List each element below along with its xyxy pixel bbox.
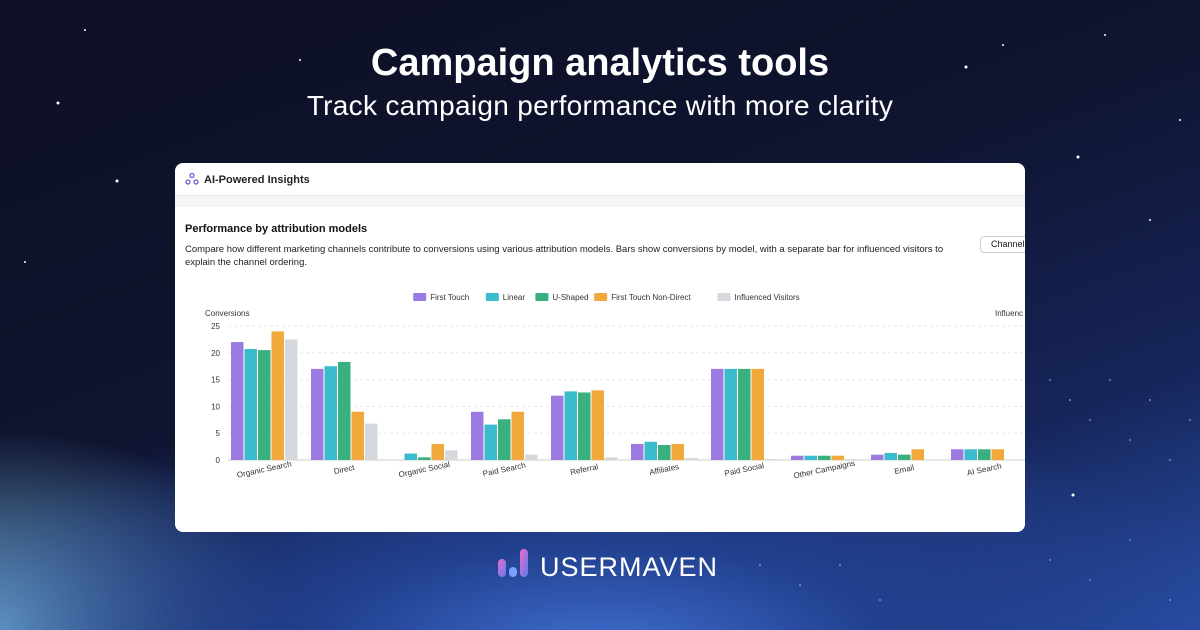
- x-tick-label: Email: [894, 463, 916, 476]
- bar: [765, 458, 778, 460]
- bar: [964, 449, 977, 460]
- y2-axis-label: Influenc: [995, 309, 1023, 318]
- bar: [244, 349, 257, 460]
- bar: [511, 411, 524, 460]
- bar: [605, 457, 618, 460]
- bar: [644, 441, 657, 460]
- y-axis-label: Conversions: [205, 309, 249, 318]
- logo-icon: [498, 549, 528, 577]
- bar: [791, 455, 804, 460]
- bar: [471, 411, 484, 460]
- bar: [431, 443, 444, 460]
- bar: [631, 443, 644, 460]
- bar: [551, 395, 564, 460]
- y-tick-label: 10: [211, 402, 220, 411]
- legend-swatch: [485, 293, 499, 301]
- bar: [671, 443, 684, 460]
- bar: [591, 390, 604, 460]
- legend-label: First Touch: [430, 293, 469, 302]
- bar: [845, 458, 858, 460]
- bar: [991, 449, 1004, 460]
- bar: [898, 454, 911, 460]
- bar: [404, 453, 417, 460]
- bar: [911, 449, 924, 460]
- bar: [324, 366, 337, 460]
- title: Campaign analytics tools: [370, 42, 830, 84]
- legend-swatch: [594, 293, 608, 301]
- divider: [175, 195, 1025, 207]
- bar: [711, 368, 724, 460]
- chart: Conversions Influenc 0 5 10 15 20 25 First Touch…: [205, 293, 1025, 481]
- y-tick-label: 20: [211, 349, 220, 358]
- bar: [311, 368, 324, 460]
- insights-card: AI-Powered Insights Performance by attri…: [175, 163, 1025, 532]
- bar: [258, 350, 271, 460]
- bar: [484, 424, 497, 460]
- legend-swatch: [717, 293, 731, 301]
- insights-icon: [185, 172, 199, 185]
- x-tick-label: Organic Social: [398, 460, 451, 480]
- x-tick-label: Paid Search: [482, 461, 527, 479]
- x-tick-label: AI Search: [966, 461, 1002, 477]
- bar: [418, 457, 431, 460]
- bar: [871, 454, 884, 460]
- bar: [951, 449, 964, 460]
- channel-button[interactable]: Channel: [980, 236, 1025, 253]
- description: Compare how different marketing channels…: [185, 244, 944, 268]
- section-title: Performance by attribution models: [185, 223, 368, 235]
- bar: [338, 361, 351, 460]
- bar: [525, 454, 538, 460]
- x-tick-label: Organic Search: [236, 459, 292, 479]
- bar: [724, 368, 737, 460]
- y-tick-label: 5: [216, 429, 221, 438]
- bar: [685, 457, 698, 460]
- bar: [658, 444, 671, 460]
- bar: [578, 392, 591, 460]
- legend-label: Influenced Visitors: [734, 293, 799, 302]
- x-tick-label: Other Campaigns: [793, 459, 856, 481]
- bar: [445, 450, 458, 460]
- bar: [751, 368, 764, 460]
- x-tick-label: Paid Social: [724, 461, 765, 478]
- bar: [285, 339, 298, 460]
- legend-label: First Touch Non-Direct: [611, 293, 691, 302]
- x-tick-label: Referral: [569, 462, 599, 477]
- legend-label: U-Shaped: [552, 293, 588, 302]
- legend-swatch: [535, 293, 549, 301]
- legend-label: Linear: [503, 293, 526, 302]
- bar: [498, 419, 511, 460]
- bar: [351, 411, 364, 460]
- logo: USERMAVEN: [540, 552, 719, 582]
- y-tick-label: 25: [211, 322, 220, 331]
- x-tick-label: Affiliates: [649, 462, 680, 477]
- y-tick-label: 0: [216, 456, 221, 465]
- bar: [271, 331, 284, 460]
- bar: [804, 455, 817, 460]
- bar: [738, 368, 751, 460]
- bar: [818, 455, 831, 460]
- subtitle: Track campaign performance with more cla…: [306, 90, 894, 121]
- legend-swatch: [413, 293, 427, 301]
- bar: [231, 342, 244, 460]
- bar: [831, 455, 844, 460]
- y-tick-label: 15: [211, 376, 220, 385]
- bar: [978, 449, 991, 460]
- x-tick-label: Direct: [333, 463, 356, 476]
- bar: [365, 423, 378, 460]
- card-title: AI-Powered Insights: [204, 174, 310, 186]
- bar: [564, 391, 577, 460]
- bar: [884, 453, 897, 460]
